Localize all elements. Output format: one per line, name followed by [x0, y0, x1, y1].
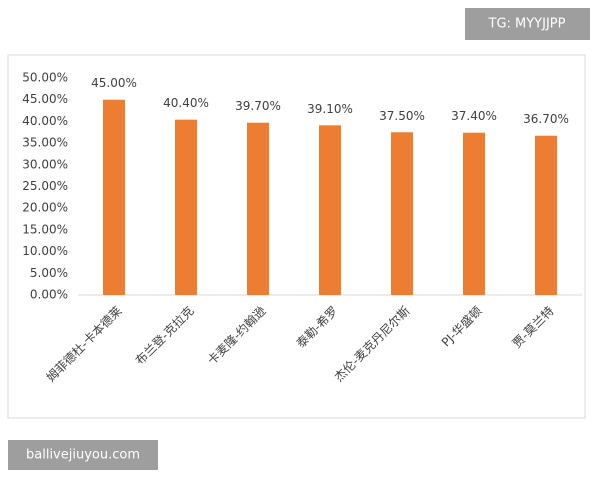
watermark: ballivejiuyou.com — [26, 448, 140, 463]
bar — [463, 132, 485, 295]
bar — [247, 122, 269, 296]
bar — [175, 119, 197, 295]
y-tick-label: 45.00% — [22, 92, 68, 106]
value-label: 37.50% — [379, 109, 425, 123]
bar — [391, 132, 413, 295]
y-tick-label: 20.00% — [22, 201, 68, 215]
y-tick-label: 35.00% — [22, 136, 68, 150]
y-tick-label: 25.00% — [22, 179, 68, 193]
chart-frame — [7, 54, 586, 419]
y-tick-label: 0.00% — [30, 288, 68, 302]
bar — [535, 135, 557, 295]
y-tick-label: 10.00% — [22, 244, 68, 258]
y-tick-label: 50.00% — [22, 71, 68, 85]
watermark: TG: MYYJJPP — [488, 17, 566, 32]
value-label: 45.00% — [91, 76, 137, 90]
y-tick-label: 5.00% — [30, 266, 68, 280]
value-label: 39.70% — [235, 99, 281, 113]
value-label: 36.70% — [523, 112, 569, 126]
value-label: 40.40% — [163, 96, 209, 110]
bar — [103, 99, 125, 295]
y-tick-label: 15.00% — [22, 222, 68, 236]
watermark-box — [465, 8, 590, 40]
value-label: 37.40% — [451, 109, 497, 123]
value-label: 39.10% — [307, 102, 353, 116]
y-tick-label: 30.00% — [22, 157, 68, 171]
watermark-box — [8, 440, 158, 470]
y-tick-label: 40.00% — [22, 114, 68, 128]
bar — [319, 125, 341, 295]
